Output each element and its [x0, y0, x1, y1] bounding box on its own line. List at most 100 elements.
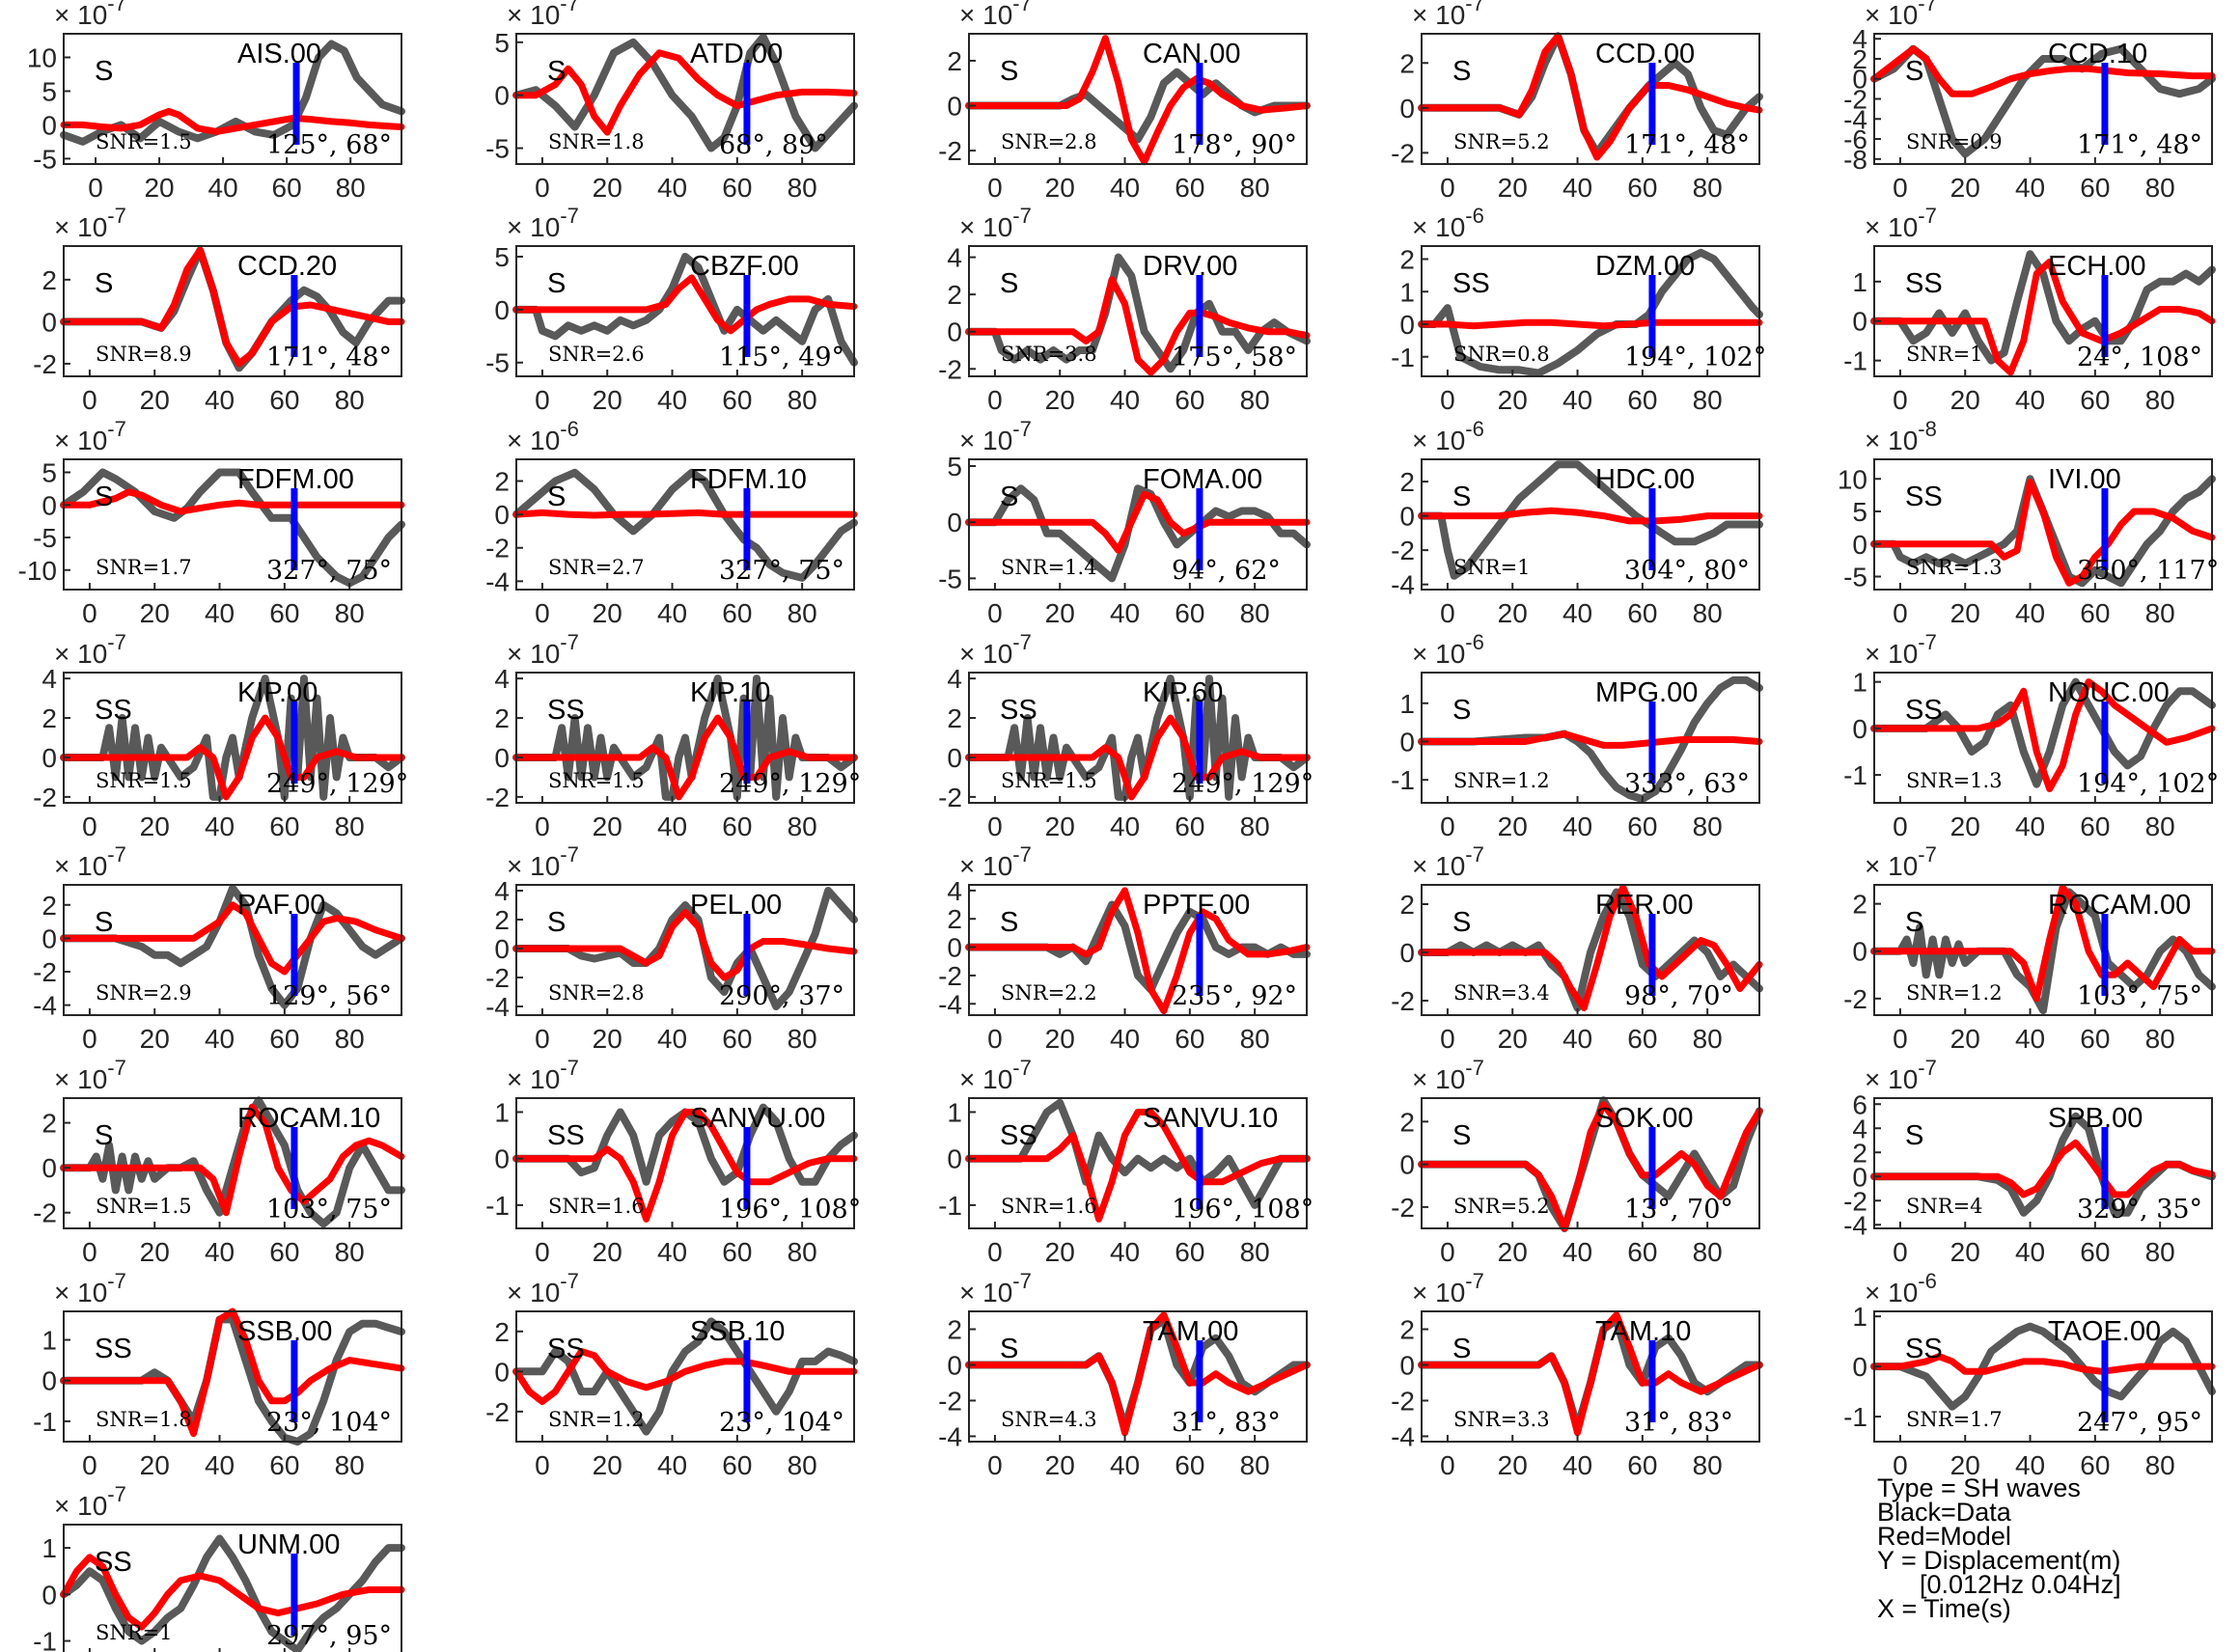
axes-box: [515, 1097, 855, 1229]
y-tick-label: 0: [1852, 1162, 1867, 1192]
y-tick-label: -2: [485, 783, 510, 812]
snr-label: SNR=0.8: [1453, 343, 1550, 366]
y-tick-label: -2: [1843, 984, 1867, 1014]
x-tick-label: 40: [2015, 598, 2045, 628]
phase-label: S: [547, 907, 566, 938]
x-tick-label: 80: [2145, 1024, 2175, 1054]
angle-label: 350°, 117°: [2077, 556, 2219, 586]
snr-label: SNR=5.2: [1453, 130, 1550, 153]
y-tick-label: 0: [1852, 714, 1867, 744]
x-tick-label: 20: [1950, 598, 1980, 628]
x-tick-label: 80: [788, 598, 817, 628]
phase-label: S: [1452, 56, 1471, 87]
y-tick-label: -4: [33, 991, 57, 1021]
x-tick-label: 20: [593, 1450, 622, 1480]
subplot-tam-10: 0 20 40 60 80 -4 -2 0 2 × 10-7 S TAM.10 SNR=3.3 31°, …: [1391, 1269, 1763, 1480]
station-label: SOK.00: [1595, 1103, 1694, 1134]
y-tick-label: -5: [33, 144, 57, 174]
phase-label: S: [1000, 56, 1018, 87]
x-tick-label: 20: [1498, 598, 1528, 628]
station-label: SANVU.00: [690, 1103, 825, 1134]
x-tick-label: 80: [1693, 1024, 1723, 1054]
y-tick-label: 0: [1399, 310, 1415, 340]
y-tick-label: 0: [41, 1580, 57, 1610]
x-tick-label: 60: [1175, 1237, 1204, 1267]
y-tick-label: 0: [41, 1153, 57, 1183]
x-tick-label: 60: [722, 598, 752, 628]
snr-label: SNR=1: [96, 1621, 173, 1644]
y-tick-label: -2: [938, 136, 962, 166]
x-tick-label: 80: [1240, 812, 1270, 841]
x-tick-label: 80: [788, 1024, 817, 1054]
model-trace: [965, 35, 1311, 166]
x-tick-label: 0: [82, 385, 97, 415]
snr-label: SNR=2.6: [548, 343, 645, 366]
x-tick-label: 60: [269, 598, 299, 628]
model-trace: [1870, 678, 2216, 792]
snr-label: SNR=1.5: [96, 130, 192, 153]
station-label: CCD.00: [1595, 39, 1695, 69]
x-tick-label: 20: [593, 1237, 622, 1267]
y-tick-label: 0: [494, 1357, 510, 1387]
y-tick-label: 0: [494, 743, 510, 773]
y-tick-label: 0: [494, 1144, 510, 1174]
y-exponent-label: × 10-7: [54, 630, 126, 669]
x-tick-label: 0: [1440, 812, 1455, 841]
data-trace: [1418, 888, 1763, 1012]
x-tick-label: 60: [1175, 1450, 1204, 1480]
phase-label: SS: [1905, 268, 1943, 299]
x-tick-label: 60: [2080, 1024, 2110, 1054]
y-exponent-label: × 10-7: [507, 204, 579, 242]
y-tick-label: 2: [947, 46, 962, 76]
station-label: TAOE.00: [2048, 1316, 2161, 1347]
y-tick-label: 2: [1399, 245, 1415, 275]
x-tick-label: 80: [1693, 1237, 1723, 1267]
station-label: PAF.00: [237, 890, 325, 921]
axes-box: [968, 1310, 1308, 1443]
data-trace: [60, 1096, 405, 1228]
angle-label: 194°, 102°: [2077, 769, 2219, 799]
phase-label: SS: [1905, 1334, 1943, 1364]
y-tick-label: 0: [494, 81, 510, 111]
phase-label: S: [1452, 907, 1471, 938]
y-tick-label: -4: [485, 566, 510, 596]
x-tick-label: 20: [1950, 1450, 1980, 1480]
x-tick-label: 20: [1498, 812, 1528, 841]
angle-label: 31°, 83°: [1172, 1408, 1281, 1438]
model-trace: [1418, 884, 1763, 1011]
phase-label: SS: [1905, 482, 1943, 512]
x-tick-label: 80: [1693, 598, 1723, 628]
x-tick-label: 80: [1240, 1024, 1270, 1054]
phase-label: S: [1000, 268, 1018, 299]
angle-label: 327°, 75°: [719, 556, 844, 586]
x-tick-label: 20: [140, 812, 170, 841]
x-tick-label: 60: [2080, 812, 2110, 841]
y-exponent-label: × 10-7: [959, 842, 1032, 881]
y-tick-label: 0: [1852, 65, 1867, 95]
subplot-taoe-00: 0 20 40 60 80 -1 0 1× 10-6 SS TAOE.00 SNR=1.7 247°,…: [1843, 1269, 2216, 1480]
x-tick-label: 60: [2080, 598, 2110, 628]
x-tick-label: 20: [140, 1237, 170, 1267]
x-tick-label: 0: [1440, 1450, 1455, 1480]
x-tick-label: 40: [1110, 385, 1140, 415]
phase-label: S: [547, 268, 566, 299]
x-tick-label: 40: [1110, 812, 1140, 841]
axes-box: [515, 33, 855, 165]
y-tick-label: 10: [27, 42, 57, 72]
angle-label: 329°, 35°: [2077, 1195, 2202, 1225]
model-trace: [965, 490, 1311, 554]
y-tick-label: 2: [947, 280, 962, 310]
phase-label: SS: [95, 695, 132, 726]
angle-label: 327°, 75°: [266, 556, 392, 586]
x-tick-label: 0: [88, 173, 103, 203]
y-tick-label: 0: [41, 490, 57, 520]
x-tick-label: 80: [1693, 1450, 1723, 1480]
x-tick-label: 80: [1240, 1237, 1270, 1267]
data-trace: [512, 253, 858, 367]
angle-label: 304°, 80°: [1624, 556, 1750, 586]
snr-label: SNR=1.3: [1906, 556, 2003, 579]
x-tick-label: 0: [1440, 1237, 1455, 1267]
y-tick-label: 0: [494, 934, 510, 964]
x-tick-label: 20: [1045, 1450, 1075, 1480]
axes-box: [63, 884, 402, 1016]
